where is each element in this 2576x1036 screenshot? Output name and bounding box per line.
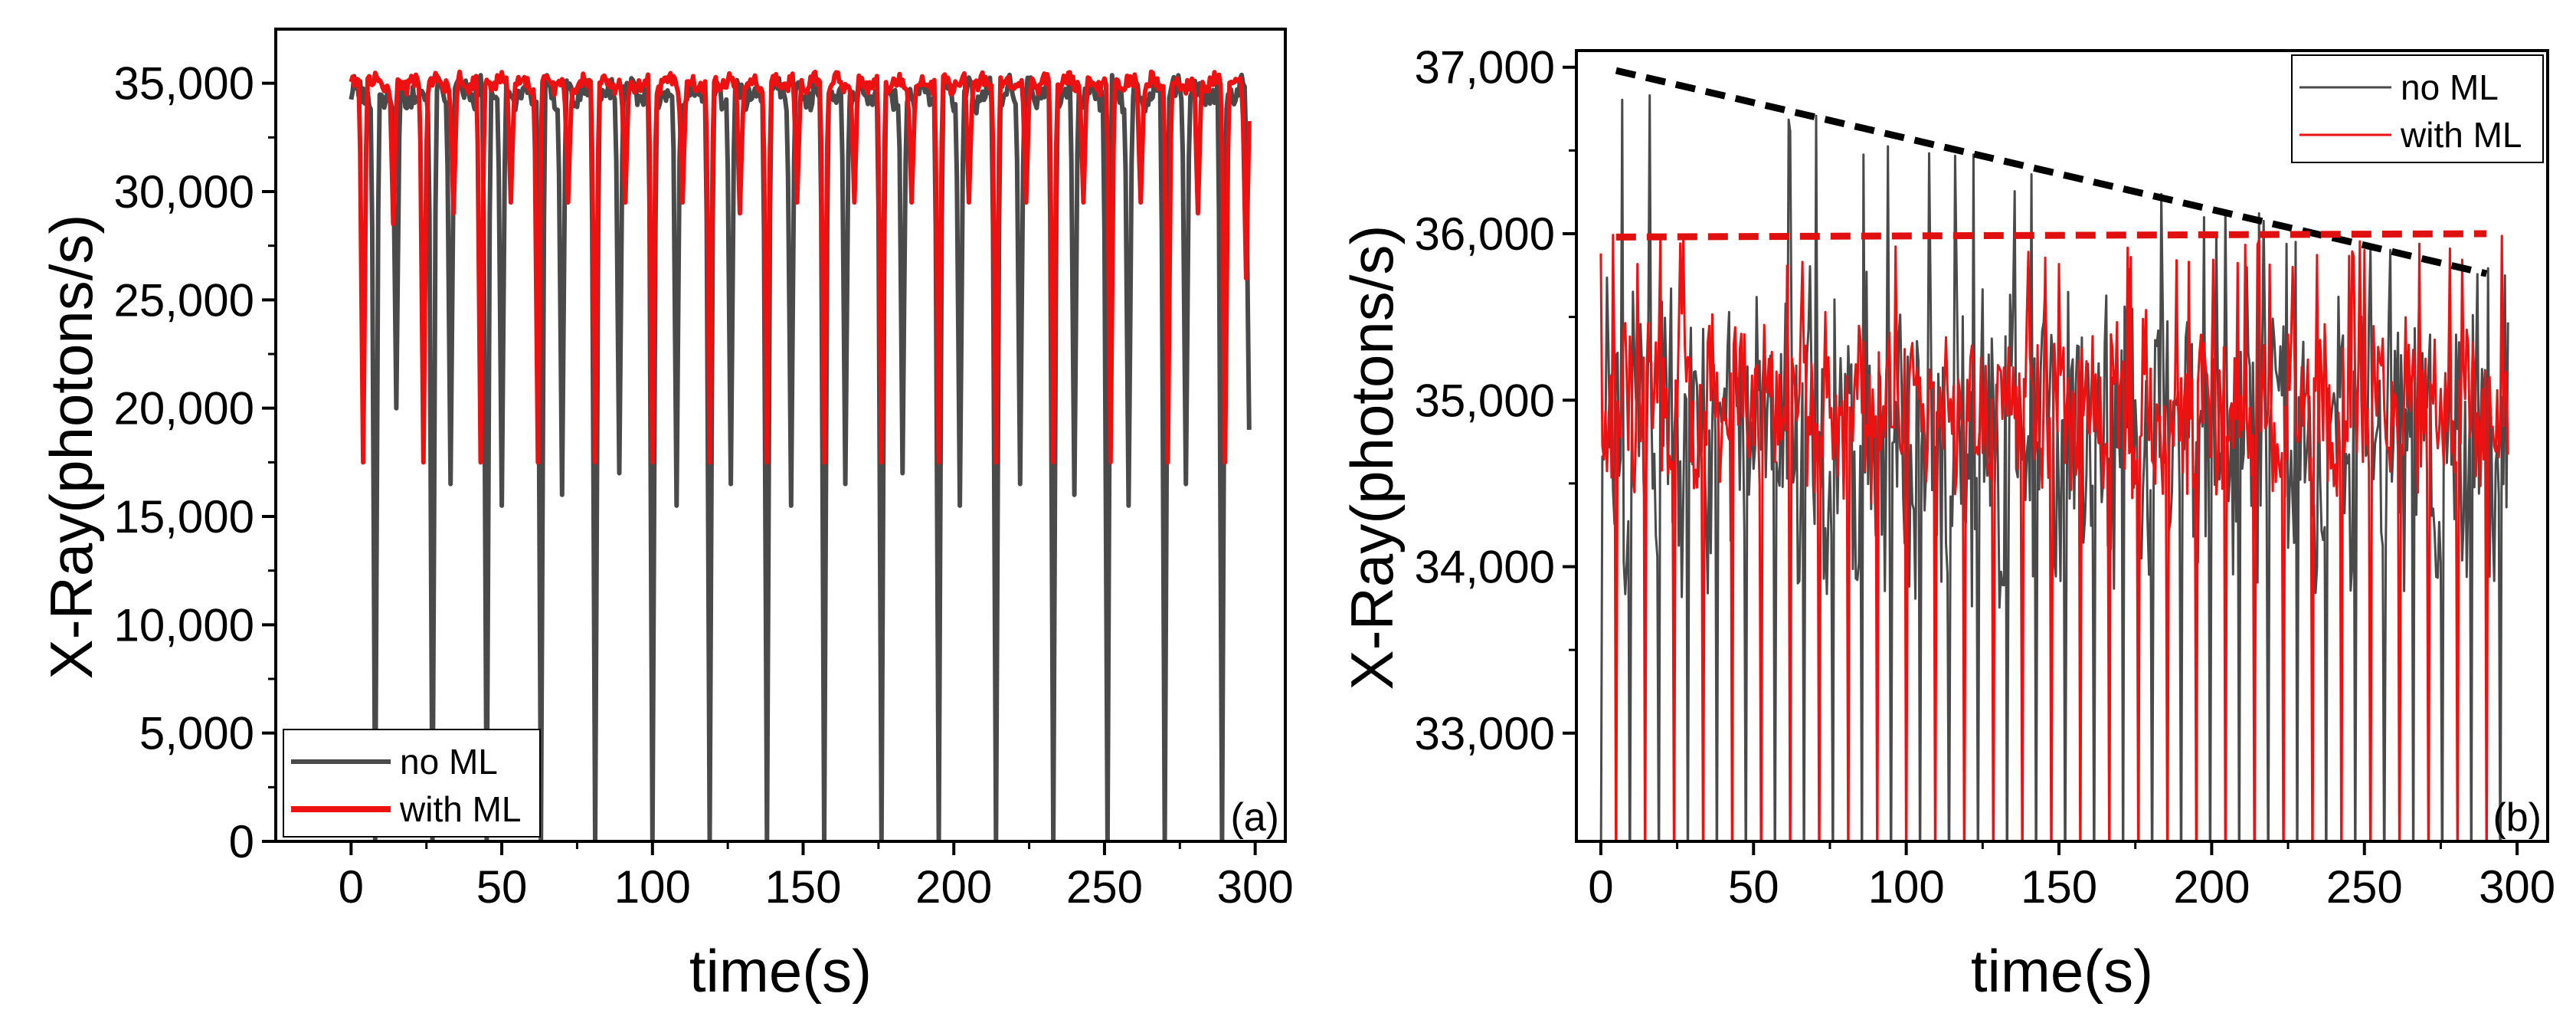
panel-b-legend-label-no-ml: no ML [2401, 67, 2499, 107]
x-tick-label: 50 [1728, 861, 1779, 913]
x-tick-label: 200 [915, 861, 992, 913]
panel-a-legend: no ML with ML [283, 729, 541, 838]
panel-b-x-axis-title: time(s) [1971, 937, 2153, 1005]
panel-a-y-axis-title: X-Ray(photons/s) [38, 215, 105, 680]
series-line-with-ml [349, 69, 1252, 465]
x-tick-label: 0 [1588, 861, 1613, 913]
panel-a-chart: 0 50 100 150 200 250 300 0 5,000 10,000 15,000 20,0… [38, 28, 1294, 1005]
x-tick-label: 250 [1066, 861, 1143, 913]
y-tick-label: 0 [229, 816, 254, 867]
panel-b-legend-label-with-ml: with ML [2400, 115, 2522, 155]
x-tick-label: 200 [2173, 861, 2250, 913]
panel-b-label: (b) [2493, 795, 2542, 840]
x-tick-label: 150 [2021, 861, 2097, 913]
panel-a-legend-box [283, 729, 541, 838]
trend-line-with-ml [1615, 230, 2487, 241]
panel-b-y-axis-title: X-Ray(photons/s) [1338, 225, 1406, 690]
panel-b-series-layer [1599, 94, 2509, 841]
panel-a-label: (a) [1230, 795, 1279, 840]
y-tick-label: 5,000 [139, 708, 254, 759]
x-tick-label: 300 [1217, 861, 1294, 913]
panel-b-legend: no ML with ML [2291, 54, 2544, 163]
panel-a-series-layer [349, 69, 1252, 841]
y-tick-label: 20,000 [113, 383, 254, 434]
panel-a-legend-label-no-ml: no ML [400, 742, 498, 782]
panel-b-axes-frame [1575, 49, 2549, 843]
panel-a-axes-frame [274, 28, 1287, 843]
y-tick-label: 30,000 [113, 166, 254, 218]
y-tick-label: 25,000 [113, 274, 254, 326]
panel-b-legend-box [2291, 54, 2544, 163]
y-tick-label: 15,000 [113, 491, 254, 543]
panel-b-chart: 0 50 100 150 200 250 300 33,000 34,000 35,000 36,0… [1338, 42, 2555, 1005]
panel-b-ticks: 0 50 100 150 200 250 300 33,000 34,000 35,000 36,0… [1414, 42, 2555, 913]
y-tick-label: 37,000 [1414, 42, 1555, 93]
y-tick-label: 36,000 [1414, 208, 1555, 260]
y-tick-label: 35,000 [1414, 375, 1555, 426]
y-tick-label: 10,000 [113, 599, 254, 651]
y-tick-label: 33,000 [1414, 708, 1555, 759]
x-tick-label: 50 [476, 861, 528, 913]
x-tick-label: 0 [339, 861, 364, 913]
panel-a-legend-label-with-ml: with ML [399, 789, 521, 829]
x-tick-label: 100 [614, 861, 691, 913]
panel-a-x-axis-title: time(s) [689, 937, 872, 1005]
y-tick-label: 35,000 [113, 58, 254, 110]
y-tick-label: 34,000 [1414, 542, 1555, 593]
x-tick-label: 100 [1868, 861, 1945, 913]
panel-a-ticks: 0 50 100 150 200 250 300 0 5,000 10,000 15,000 20,0… [113, 58, 1293, 913]
x-tick-label: 150 [764, 861, 841, 913]
x-tick-label: 250 [2326, 861, 2403, 913]
panel-b-trend-layer [1615, 67, 2488, 277]
trend-line-no-ml [1615, 67, 2488, 277]
x-tick-label: 300 [2479, 861, 2555, 913]
series-line-with-ml [1599, 234, 2509, 841]
